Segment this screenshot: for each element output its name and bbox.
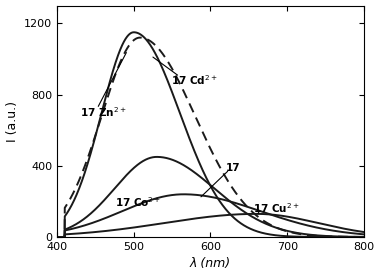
Text: 17: 17 bbox=[226, 163, 241, 172]
Y-axis label: I (a.u.): I (a.u.) bbox=[6, 101, 19, 142]
Text: 17 Cu$^{2+}$: 17 Cu$^{2+}$ bbox=[253, 201, 299, 214]
Text: 17 Zn$^{2+}$: 17 Zn$^{2+}$ bbox=[80, 105, 127, 119]
Text: 17 Cd$^{2+}$: 17 Cd$^{2+}$ bbox=[171, 73, 217, 87]
Text: 17 Co$^{2+}$: 17 Co$^{2+}$ bbox=[116, 195, 162, 209]
X-axis label: λ (nm): λ (nm) bbox=[190, 258, 231, 270]
